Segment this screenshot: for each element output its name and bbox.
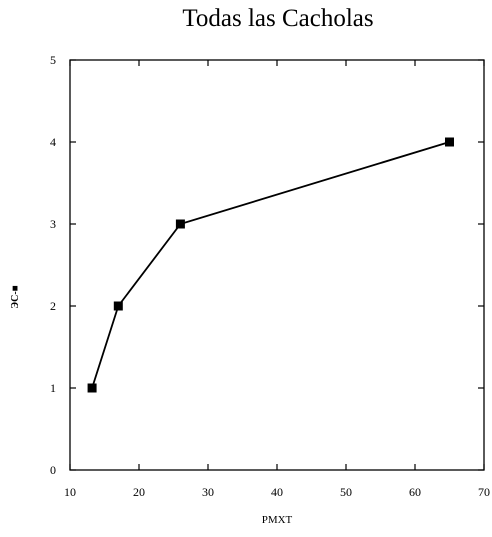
y-tick-label: 3: [50, 217, 56, 231]
y-axis: 0 1 2 3 4 5: [50, 53, 484, 477]
series-line: [91, 141, 450, 389]
x-tick-label: 10: [64, 485, 76, 499]
y-tick-label: 1: [50, 381, 56, 395]
chart-title: Todas las Cacholas: [182, 5, 373, 32]
data-point: [445, 137, 454, 147]
data-point: [113, 301, 123, 311]
x-tick-label: 60: [409, 485, 421, 499]
y-tick-label: 0: [50, 463, 56, 477]
x-tick-label: 50: [340, 485, 352, 499]
plot-frame: [69, 59, 485, 471]
x-tick-label: 20: [133, 485, 145, 499]
data-point: [87, 383, 97, 393]
x-tick-label: 70: [478, 485, 490, 499]
series-markers: [87, 137, 454, 393]
x-tick-label: 30: [202, 485, 214, 499]
y-tick-label: 5: [50, 53, 56, 67]
y-axis-label: ЭС-■: [10, 285, 21, 308]
x-axis: 10 20 30 40 50 60 70: [64, 60, 490, 499]
data-point: [175, 219, 185, 229]
x-tick-label: 40: [271, 485, 283, 499]
y-tick-label: 4: [50, 135, 56, 149]
x-axis-label: PMXT: [262, 514, 293, 526]
y-tick-label: 2: [50, 299, 56, 313]
